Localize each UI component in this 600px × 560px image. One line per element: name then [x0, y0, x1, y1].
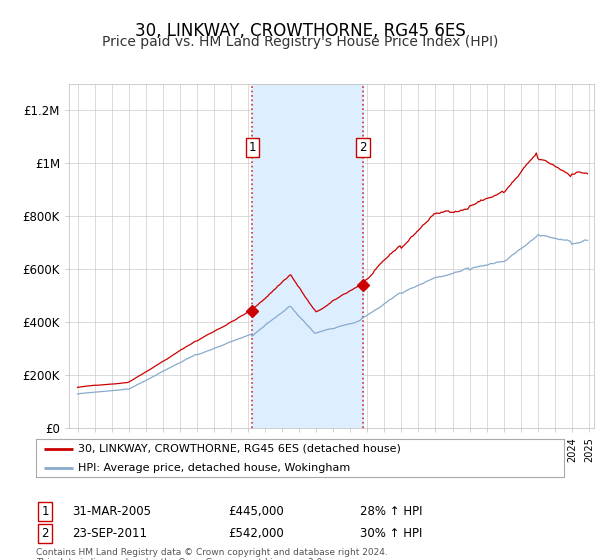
Text: 2: 2: [359, 141, 367, 154]
Bar: [252, 84, 363, 428]
Text: 1: 1: [248, 141, 256, 154]
Text: HPI: Average price, detached house, Wokingham: HPI: Average price, detached house, Woki…: [78, 463, 350, 473]
Text: Contains HM Land Registry data © Crown copyright and database right 2024.
This d: Contains HM Land Registry data © Crown c…: [36, 548, 388, 560]
Text: 23-SEP-2011: 23-SEP-2011: [72, 526, 147, 540]
Text: 30% ↑ HPI: 30% ↑ HPI: [360, 526, 422, 540]
Text: 2: 2: [41, 526, 49, 540]
Text: 30, LINKWAY, CROWTHORNE, RG45 6ES: 30, LINKWAY, CROWTHORNE, RG45 6ES: [134, 22, 466, 40]
Text: £542,000: £542,000: [228, 526, 284, 540]
Text: 31-MAR-2005: 31-MAR-2005: [72, 505, 151, 519]
Text: Price paid vs. HM Land Registry's House Price Index (HPI): Price paid vs. HM Land Registry's House …: [102, 35, 498, 49]
Text: 1: 1: [41, 505, 49, 519]
Text: 30, LINKWAY, CROWTHORNE, RG45 6ES (detached house): 30, LINKWAY, CROWTHORNE, RG45 6ES (detac…: [78, 444, 401, 454]
Text: 28% ↑ HPI: 28% ↑ HPI: [360, 505, 422, 519]
Text: £445,000: £445,000: [228, 505, 284, 519]
